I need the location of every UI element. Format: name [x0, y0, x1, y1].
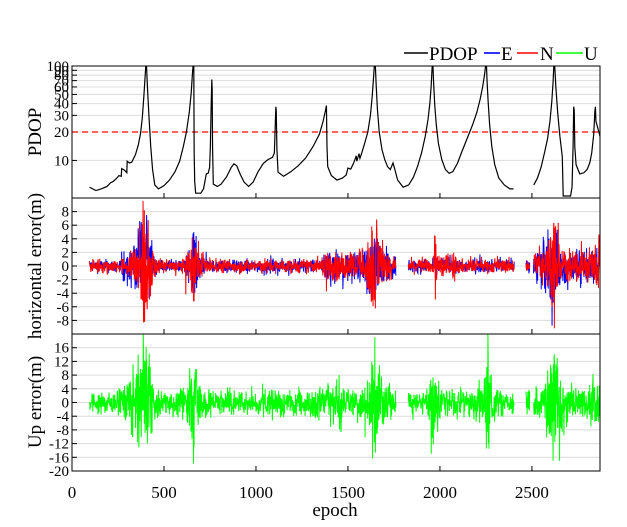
up-error-ylabel: Up error(m) [25, 356, 46, 448]
pdop-ytick-label: 50 [54, 87, 69, 103]
horizontal-series-N [88, 200, 600, 329]
pdop-ytick-label: 10 [54, 153, 69, 169]
xtick-label: 500 [151, 483, 177, 502]
legend-label-n: N [540, 44, 554, 65]
up-ytick-label: -16 [49, 450, 69, 466]
legend: PDOP E N U [404, 44, 598, 65]
up-ytick-label: -8 [57, 423, 70, 439]
pdop-ytick-label: 20 [54, 125, 69, 141]
horizontal-ytick-label: 8 [62, 205, 70, 221]
legend-label-u: U [584, 44, 598, 65]
up-ytick-label: 0 [62, 396, 70, 412]
xtick-label: 1500 [331, 483, 365, 502]
horizontal-ytick-label: -6 [57, 300, 70, 316]
up-axes-frame [71, 333, 601, 472]
y-axis-labels: PDOP horizontal error(m) Up error(m) [25, 108, 46, 448]
up-series-U [89, 334, 600, 464]
xtick-label: 2000 [423, 483, 457, 502]
horizontal-ytick-label: 0 [62, 259, 70, 275]
up-ytick-label: 16 [54, 341, 70, 357]
horizontal-error-ylabel: horizontal error(m) [25, 193, 46, 339]
xtick-label: 1000 [239, 483, 273, 502]
pdop-ytick-label: 100 [47, 59, 70, 75]
horizontal-ytick-label: 4 [62, 232, 70, 248]
up-ytick-label: -20 [49, 464, 69, 480]
up-ytick-label: 12 [54, 354, 69, 370]
horizontal-ytick-label: -2 [57, 273, 70, 289]
pdop-ytick-label: 70 [54, 74, 69, 90]
horizontal-ytick-label: 6 [62, 218, 70, 234]
pdop-ytick-label: 80 [54, 68, 69, 84]
pdop-ytick-label: 90 [54, 63, 69, 79]
legend-label-pdop: PDOP [429, 44, 478, 65]
up-ytick-label: -12 [49, 437, 69, 453]
pdop-ytick-label: 30 [54, 108, 69, 124]
up-ytick-label: 8 [62, 368, 70, 384]
horizontal-ytick-label: -4 [57, 286, 70, 302]
pdop-ytick-label: 60 [54, 80, 69, 96]
up-ytick-label: -4 [57, 409, 70, 425]
pdop-ytick-label: 40 [54, 97, 69, 113]
x-axis-label: epoch [312, 500, 358, 521]
x-axis: 0 500 1000 1500 2000 2500 epoch [68, 483, 549, 521]
xtick-label: 0 [68, 483, 77, 502]
xtick-label: 2500 [515, 483, 549, 502]
pdop-series-line [89, 66, 600, 197]
horizontal-ytick-label: -8 [57, 313, 70, 329]
pdop-ylabel: PDOP [25, 108, 46, 157]
up-ytick-label: 4 [62, 382, 70, 398]
horizontal-ytick-label: 2 [62, 245, 70, 261]
legend-label-e: E [501, 44, 513, 65]
